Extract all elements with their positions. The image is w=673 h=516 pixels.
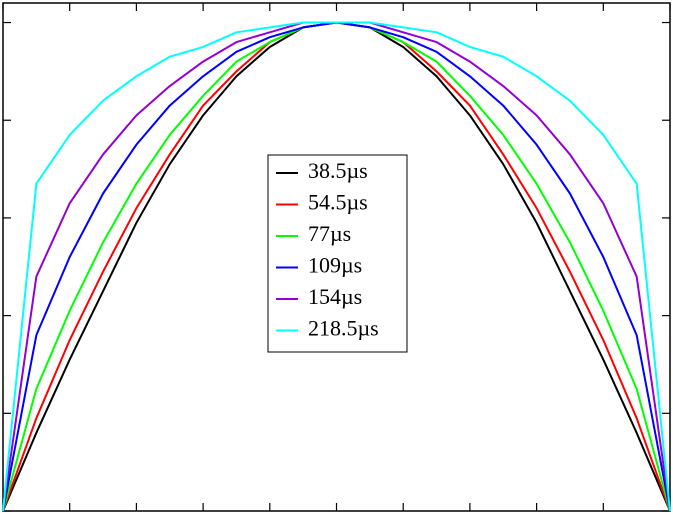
legend-label: 38.5µs xyxy=(308,158,368,183)
series-line xyxy=(2,21,671,512)
legend-label: 218.5µs xyxy=(308,316,379,341)
legend-label: 77µs xyxy=(308,221,351,246)
legend-label: 154µs xyxy=(308,284,362,309)
legend-label: 54.5µs xyxy=(308,190,368,215)
legend-box xyxy=(267,154,408,353)
legend-label: 109µs xyxy=(308,253,362,278)
